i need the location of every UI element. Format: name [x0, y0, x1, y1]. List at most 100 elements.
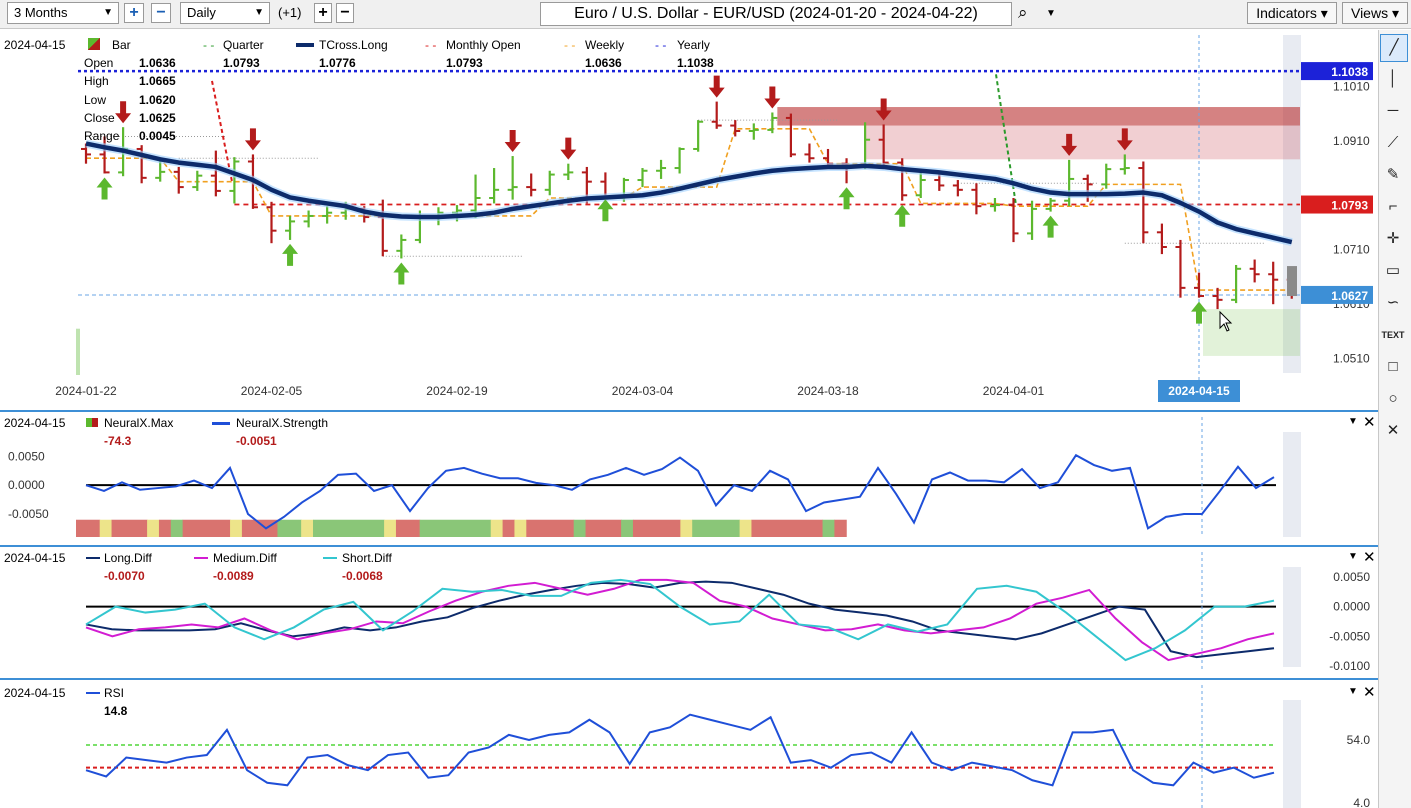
- collapse-icon[interactable]: ▼: [1348, 686, 1358, 697]
- x-tick-label: 2024-03-18: [797, 384, 859, 398]
- symbol-title[interactable]: Euro / U.S. Dollar - EUR/USD (2024-01-20…: [540, 2, 1012, 26]
- rectangle-tool-icon[interactable]: □: [1388, 358, 1398, 375]
- interval-select[interactable]: Daily ▼: [180, 2, 270, 24]
- collapse-icon[interactable]: ▼: [1348, 416, 1358, 427]
- neural-max-cell: [822, 519, 835, 537]
- y-tick-label: 1.1010: [1333, 79, 1370, 93]
- ohlc-value: 0.0045: [139, 129, 176, 144]
- pane-divider[interactable]: [0, 410, 1378, 412]
- chevron-down-icon[interactable]: ▼: [1046, 8, 1056, 19]
- legend-bar-label: Bar: [112, 38, 131, 52]
- rsi-swatch: [86, 692, 100, 694]
- comment-tool-icon[interactable]: ▭: [1385, 262, 1401, 279]
- legend-quarter-label: Quarter: [223, 38, 264, 52]
- ohlc-value: 1.0636: [139, 56, 176, 70]
- close-pane-icon[interactable]: ✕: [1363, 414, 1376, 431]
- legend-tcross-value: 1.0776: [319, 56, 356, 70]
- supply-zone: [865, 125, 1300, 160]
- interval-value: Daily: [187, 5, 216, 20]
- sell-signal-arrow: [875, 98, 892, 121]
- medium-diff-line: [85, 578, 1275, 662]
- neural-pane[interactable]: 0.0050 0.0000 -0.0050 2024-04-15 NeuralX.M…: [0, 412, 1378, 545]
- offset-label: (+1): [278, 5, 302, 20]
- step-tool-icon[interactable]: ⌐: [1388, 198, 1398, 215]
- x-tick-label: 2024-03-04: [612, 384, 674, 398]
- neural-max-cell: [490, 519, 504, 537]
- y-tick-label: 0.0000: [1333, 600, 1370, 614]
- ohlc-label: Close: [84, 110, 115, 125]
- y-tick-label: 0.0050: [8, 449, 45, 463]
- neural-chart[interactable]: 0.0050 0.0000 -0.0050: [0, 412, 1378, 545]
- legend-weekly-label: Weekly: [585, 38, 625, 52]
- neural-max-cell: [632, 519, 681, 537]
- legend-monthly-value: 1.0793: [446, 56, 483, 70]
- zoom-out-button[interactable]: −: [151, 3, 171, 23]
- indicators-label: Indicators: [1256, 5, 1317, 21]
- buy-signal-arrow: [838, 187, 855, 210]
- neural-max-cell: [301, 519, 314, 537]
- legend-weekly-value: 1.0636: [585, 56, 622, 70]
- ohlc-row: Range 0.0045: [84, 129, 176, 143]
- diff-pane[interactable]: 0.0050 0.0000 -0.0050 -0.0100 2024-04-15 Lo…: [0, 547, 1378, 678]
- search-icon[interactable]: ⌕: [1018, 3, 1028, 22]
- legend-rsi-value: 14.8: [104, 704, 128, 718]
- views-button[interactable]: Views ▾: [1342, 2, 1408, 24]
- neural-max-cell: [384, 519, 397, 537]
- period-select[interactable]: 3 Months ▼: [7, 2, 119, 24]
- ohlc-value: 1.0665: [139, 74, 176, 89]
- legend-tcross-label: TCross.Long: [319, 38, 388, 52]
- trendline-tool-icon[interactable]: ╱: [1380, 34, 1408, 62]
- diff-date-label: 2024-04-15: [4, 551, 66, 565]
- ray-tool-icon[interactable]: ⟋: [1387, 134, 1399, 151]
- quarter-badge: 1.0793: [1331, 199, 1368, 213]
- y-tick-label: 1.0910: [1333, 134, 1370, 148]
- delete-drawings-icon[interactable]: ✕: [1386, 422, 1400, 439]
- rsi-chart[interactable]: 54.0 4.0: [0, 680, 1378, 808]
- price-pane[interactable]: 1.1010 1.0910 1.0710 1.0610 1.0510 1.1038 1.07…: [0, 30, 1378, 410]
- neural-max-cell: [277, 519, 302, 537]
- legend-neural-max-value: -74.3: [104, 434, 132, 448]
- chevron-down-icon: ▼: [103, 7, 113, 18]
- medium-diff-swatch: [194, 557, 208, 559]
- rsi-date-label: 2024-04-15: [4, 686, 66, 700]
- curve-tool-icon[interactable]: ∽: [1386, 294, 1400, 311]
- pen-tool-icon[interactable]: ✎: [1386, 166, 1400, 183]
- neural-max-cell: [313, 519, 385, 537]
- plot-scroll-region: [1283, 700, 1301, 808]
- close-pane-icon[interactable]: ✕: [1363, 684, 1376, 701]
- last-price-badge-bg: [1301, 285, 1373, 304]
- legend-monthly-swatch: - -: [425, 38, 437, 52]
- ohlc-row: High 1.0665: [84, 74, 176, 88]
- views-label: Views: [1350, 5, 1389, 21]
- sell-signal-arrow: [1116, 128, 1133, 151]
- x-highlight-bg: [1158, 380, 1240, 402]
- text-tool-icon[interactable]: TEXT: [1381, 330, 1405, 340]
- ellipse-tool-icon[interactable]: ○: [1388, 390, 1398, 407]
- toolbar: 3 Months ▼ + − Daily ▼ (+1) + − Euro / U.S…: [0, 0, 1411, 29]
- zoom-in-button[interactable]: +: [124, 3, 144, 23]
- buy-signal-arrow: [393, 262, 410, 285]
- ohlc-value: 1.0620: [139, 92, 176, 107]
- neural-max-cell: [111, 519, 148, 537]
- sell-signal-arrow: [115, 101, 132, 124]
- crosshair-tool-icon[interactable]: ✛: [1386, 230, 1400, 247]
- sell-signal-arrow: [708, 75, 725, 98]
- rsi-pane[interactable]: 54.0 4.0 2024-04-15 RSI 14.8 ▼ ✕: [0, 680, 1378, 808]
- last-price-badge: 1.0627: [1331, 289, 1368, 303]
- diff-chart[interactable]: 0.0050 0.0000 -0.0050 -0.0100: [0, 547, 1378, 678]
- drawing-toolbar: [1378, 30, 1411, 808]
- collapse-icon[interactable]: ▼: [1348, 551, 1358, 562]
- offset-plus-button[interactable]: +: [314, 3, 332, 23]
- neural-strength-swatch: [212, 422, 230, 425]
- y-tick-label: -0.0100: [1329, 659, 1370, 673]
- pane-divider[interactable]: [0, 545, 1378, 547]
- yearly-badge-bg: [1301, 62, 1373, 81]
- vertical-line-tool-icon[interactable]: │: [1388, 70, 1398, 87]
- pane-divider[interactable]: [0, 678, 1378, 680]
- price-chart[interactable]: 1.10101.09101.07101.06101.05101.10381.07…: [0, 30, 1378, 410]
- sell-signal-arrow: [764, 86, 781, 109]
- close-pane-icon[interactable]: ✕: [1363, 549, 1376, 566]
- horizontal-line-tool-icon[interactable]: ─: [1387, 102, 1399, 119]
- indicators-button[interactable]: Indicators ▾: [1247, 2, 1337, 24]
- offset-minus-button[interactable]: −: [336, 3, 354, 23]
